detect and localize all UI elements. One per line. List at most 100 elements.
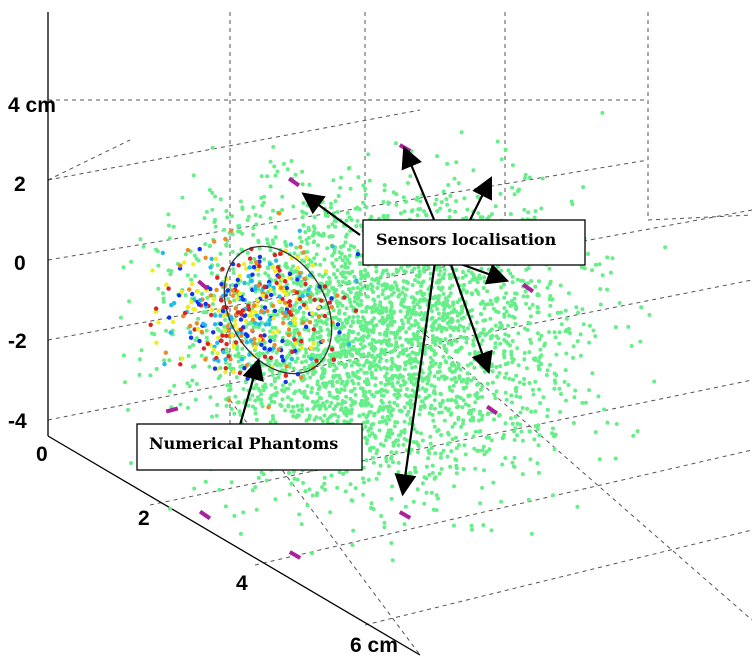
scatter-point (409, 356, 414, 361)
scatter-point (286, 403, 291, 408)
scatter-point (540, 176, 545, 181)
scatter-point (229, 407, 234, 411)
scatter-point (527, 381, 532, 385)
scatter-point (225, 215, 230, 220)
scatter-point (192, 253, 197, 258)
scatter-point (483, 302, 488, 307)
scatter-point (412, 304, 417, 309)
scatter-point (446, 294, 451, 299)
scatter-point (499, 157, 504, 162)
scatter-point (367, 178, 372, 183)
scatter-point (266, 266, 271, 271)
scatter-point (405, 353, 410, 358)
scatter-point (536, 443, 541, 448)
scatter-point (365, 419, 370, 424)
scatter-point (272, 338, 277, 342)
phantom-point (225, 288, 231, 293)
scatter-point (454, 199, 459, 204)
scatter-point (452, 484, 456, 489)
scatter-point (408, 315, 413, 320)
phantom-point (192, 307, 197, 312)
scatter-point (499, 268, 504, 273)
scatter-point (414, 352, 419, 357)
scatter-point (389, 330, 393, 335)
scatter-point (240, 231, 245, 236)
scatter-point (443, 359, 448, 364)
scatter-point (203, 242, 208, 247)
phantom-point (246, 307, 252, 312)
scatter-point (419, 399, 424, 404)
scatter-point (454, 394, 459, 399)
phantom-point (214, 287, 219, 293)
scatter-point (252, 256, 257, 261)
scatter-point (479, 417, 484, 422)
scatter-point (313, 323, 317, 328)
scatter-point (490, 369, 495, 374)
scatter-point (371, 290, 376, 294)
scatter-point (270, 369, 275, 374)
scatter-point (428, 365, 433, 369)
phantom-point (307, 320, 313, 325)
scatter-point (334, 373, 338, 378)
scatter-point (327, 390, 332, 395)
scatter-point (329, 205, 333, 210)
scatter-point (576, 310, 581, 315)
scatter-point (178, 402, 183, 407)
scatter-point (430, 309, 434, 314)
scatter-point (415, 430, 420, 435)
scatter-point (361, 492, 365, 497)
scatter-point (167, 236, 172, 241)
scatter-point (419, 310, 424, 315)
scatter-point (545, 407, 550, 412)
scatter-point (358, 367, 363, 372)
scatter-point (342, 419, 347, 424)
phantom-point (250, 328, 255, 333)
scatter-point (308, 375, 313, 380)
scatter-point (354, 224, 359, 229)
scatter-point (572, 395, 577, 400)
scatter-point (459, 379, 464, 384)
scatter-point (427, 411, 432, 416)
scatter-point (316, 243, 320, 248)
scatter-point (316, 387, 321, 392)
phantom-point (168, 330, 173, 335)
scatter-point (162, 358, 167, 363)
phantom-point (249, 278, 254, 284)
scatter-point (295, 403, 300, 408)
scatter-point (291, 264, 296, 269)
scatter-point (422, 501, 427, 506)
scatter-point (309, 298, 314, 303)
scatter-point (382, 365, 387, 370)
scatter-point (409, 380, 414, 385)
scatter-point (416, 207, 421, 212)
scatter-point (525, 294, 530, 299)
scatter-point (235, 400, 240, 405)
scatter-point (273, 225, 278, 230)
scatter-point (421, 296, 426, 301)
scatter-point (340, 303, 345, 308)
scatter-point (605, 255, 610, 260)
scatter-point (605, 420, 610, 425)
scatter-point (432, 406, 437, 411)
scatter-point (419, 284, 424, 288)
scatter-point (508, 212, 513, 217)
scatter-point (478, 429, 483, 434)
scatter-point (387, 337, 392, 342)
scatter-point (398, 351, 403, 355)
scatter-point (391, 443, 396, 448)
scatter-point (437, 316, 442, 321)
scatter-point (388, 315, 393, 320)
phantom-point (277, 268, 282, 273)
scatter-point (335, 268, 340, 273)
scatter-point (505, 300, 510, 305)
scatter-point (204, 328, 209, 333)
scatter-point (436, 311, 441, 316)
phantom-point (190, 291, 195, 297)
scatter-point (438, 404, 443, 409)
scatter-point (571, 355, 575, 360)
scatter-point (446, 407, 451, 412)
scatter-point (216, 328, 221, 332)
scatter-point (521, 294, 526, 299)
phantom-point (221, 349, 226, 355)
scatter-point (161, 299, 166, 304)
